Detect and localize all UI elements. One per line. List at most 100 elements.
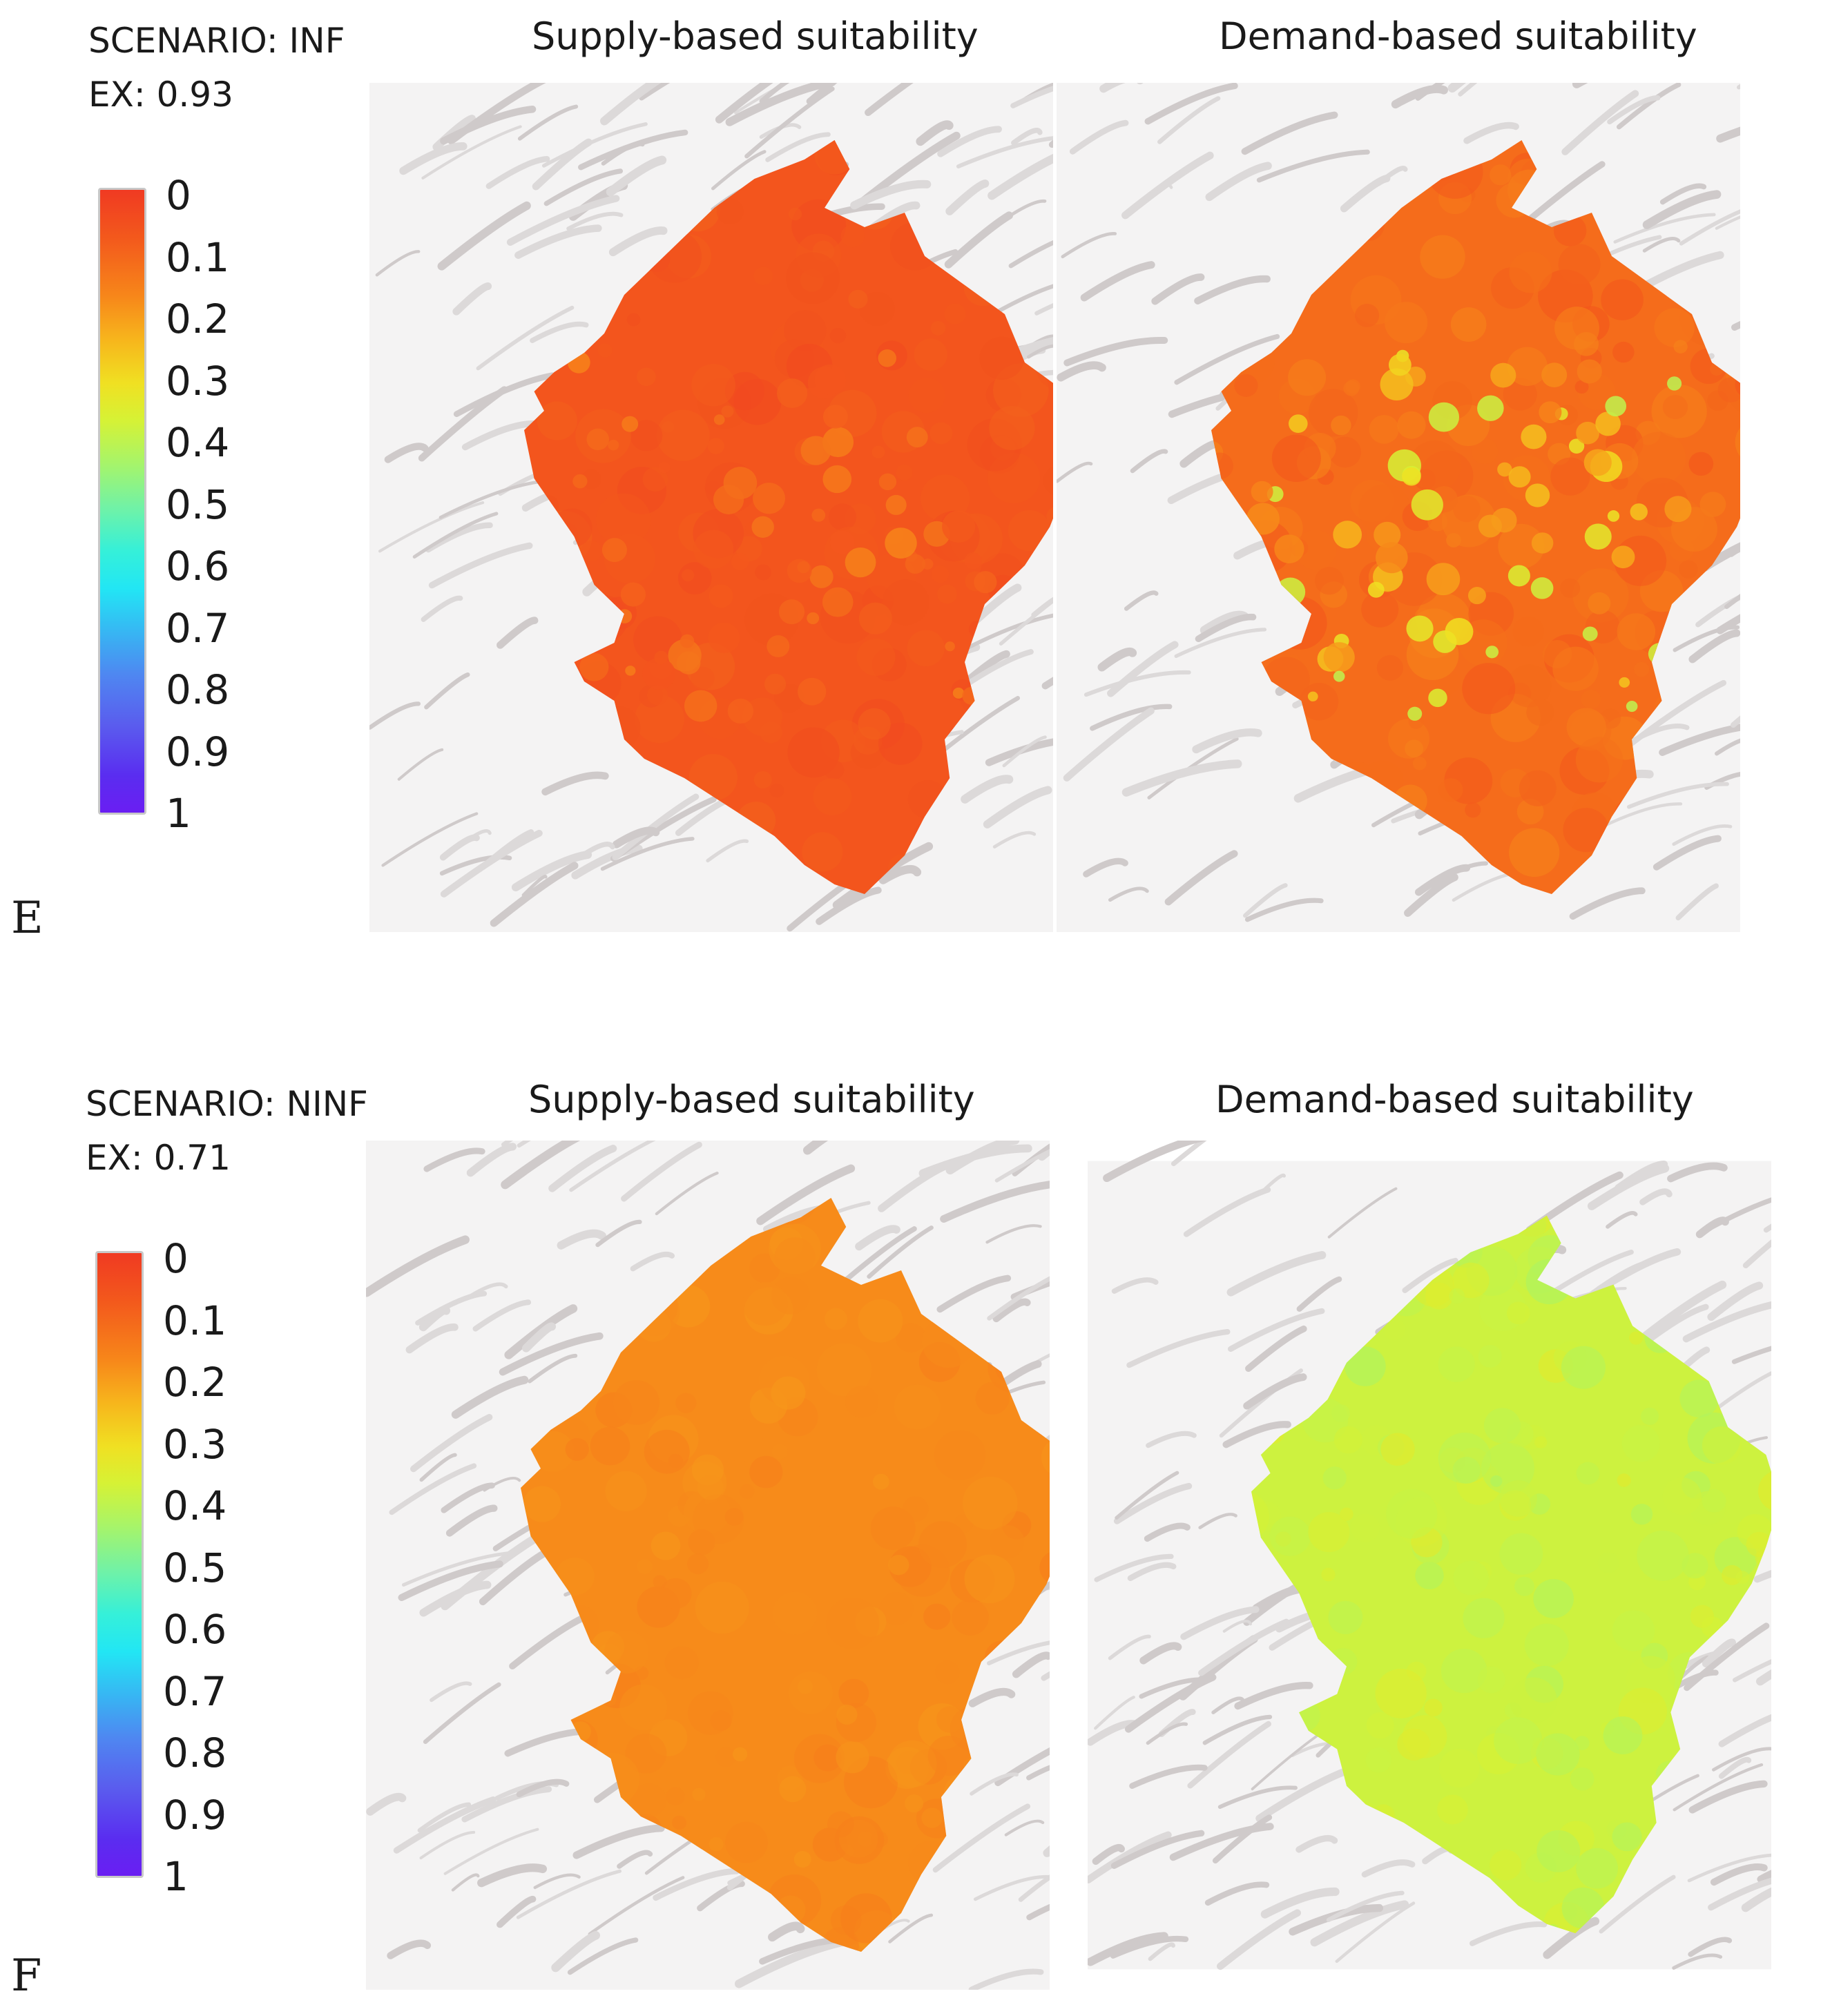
terrain-ridge <box>968 1687 1016 1707</box>
terrain-ridge <box>1063 707 1155 782</box>
suitability-hotspot <box>1584 523 1612 550</box>
suitability-patch <box>1494 1717 1543 1764</box>
suitability-patch <box>1450 307 1487 342</box>
suitability-patch <box>687 1553 709 1575</box>
terrain-ridge <box>1244 898 1324 922</box>
suitability-patch <box>930 320 946 336</box>
terrain-ridge <box>1241 111 1338 155</box>
suitability-patch <box>1490 1850 1522 1881</box>
suitability-patch <box>1679 1379 1719 1418</box>
terrain-ridge <box>423 1147 485 1172</box>
terrain-ridge <box>936 1274 1012 1313</box>
terrain-ridge <box>621 1141 702 1202</box>
terrain-ridge <box>1097 647 1137 672</box>
suitability-hotspot <box>1307 691 1318 701</box>
terrain-ridge <box>1716 126 1740 143</box>
suitability-hotspot <box>778 599 805 625</box>
terrain-ridge <box>765 132 831 162</box>
terrain-ridge <box>533 1873 581 1890</box>
map-demand <box>1088 1141 1806 1990</box>
suitability-patch <box>651 1531 681 1560</box>
suitability-hotspot <box>964 552 982 570</box>
terrain-ridge <box>528 1353 578 1384</box>
suitability-patch <box>1008 510 1051 552</box>
suitability-patch <box>921 1807 943 1828</box>
suitability-patch <box>697 1474 724 1500</box>
suitability-hotspot <box>1607 510 1620 522</box>
terrain-ridge <box>711 150 767 191</box>
suitability-patch <box>882 579 929 626</box>
terrain-ridge <box>418 1306 451 1332</box>
terrain-ridge <box>428 542 533 589</box>
terrain-ridge <box>1026 1765 1050 1781</box>
terrain-ridge <box>421 595 463 622</box>
suitability-patch <box>964 1554 1015 1604</box>
suitability-hotspot <box>1428 402 1460 432</box>
terrain-ridge <box>1107 641 1179 697</box>
suitability-patch <box>715 1747 737 1767</box>
terrain-ridge <box>1731 1346 1771 1364</box>
terrain-ridge <box>443 1828 539 1875</box>
terrain-ridge <box>1011 128 1043 146</box>
terrain-ridge <box>1260 1887 1340 1919</box>
terrain-ridge <box>612 826 660 849</box>
suitability-patch <box>879 1591 914 1625</box>
terrain-ridge <box>1613 213 1716 244</box>
terrain-ridge <box>1157 96 1221 144</box>
suitability-hotspot <box>753 483 785 514</box>
suitability-patch <box>1536 1733 1580 1776</box>
suitability-hotspot <box>1428 688 1447 708</box>
suitability-patch <box>1524 1623 1569 1667</box>
terrain-ridge <box>1212 1814 1273 1864</box>
suitability-hotspot <box>885 494 907 515</box>
terrain-ridge <box>572 1824 665 1859</box>
suitability-hotspot <box>974 571 997 594</box>
suitability-patch <box>1452 1262 1490 1299</box>
suitability-patch <box>1757 1470 1771 1512</box>
suitability-patch <box>1438 1346 1475 1382</box>
legend-tick-label: 0.9 <box>163 1791 227 1839</box>
suitability-patch <box>1288 359 1327 396</box>
terrain-ridge <box>595 1219 642 1248</box>
terrain-ridge <box>1194 275 1271 304</box>
terrain-ridge <box>878 864 922 884</box>
terrain-ridge <box>1090 704 1173 731</box>
suitability-patch <box>642 467 668 492</box>
terrain-ridge <box>1458 83 1478 97</box>
terrain-ridge <box>1110 1935 1189 1959</box>
terrain-ridge <box>1228 1308 1325 1353</box>
terrain-ridge <box>1144 1522 1191 1542</box>
suitability-hotspot <box>1595 411 1621 436</box>
suitability-hotspot <box>885 527 917 559</box>
suitability-patch <box>695 1581 749 1634</box>
suitability-hotspot <box>1626 701 1638 713</box>
map-canvas <box>1088 1141 1771 1970</box>
terrain-ridge <box>1335 1901 1416 1964</box>
terrain-ridge <box>1216 1909 1302 1970</box>
ex-value: EX: 0.71 <box>86 1138 231 1178</box>
terrain-ridge <box>983 786 1052 828</box>
suitability-patch <box>581 541 603 562</box>
suitability-patch <box>1498 523 1545 569</box>
map-canvas <box>369 83 1053 932</box>
terrain-ridge <box>1715 215 1740 230</box>
suitability-patch <box>1490 164 1512 186</box>
suitability-patch <box>1043 465 1053 496</box>
terrain-ridge <box>1129 1764 1208 1789</box>
terrain-ridge <box>569 1141 656 1192</box>
terrain-ridge <box>1679 209 1740 246</box>
suitability-patch <box>858 1299 903 1343</box>
terrain-ridge <box>419 1830 476 1860</box>
suitability-patch <box>824 1308 847 1330</box>
suitability-hotspot <box>721 405 734 418</box>
terrain-ridge <box>1008 240 1053 269</box>
terrain-ridge <box>1659 183 1707 205</box>
terrain-ridge <box>744 86 835 159</box>
suitability-patch <box>1383 1319 1406 1340</box>
terrain-ridge <box>600 837 695 871</box>
terrain-ridge <box>424 672 470 710</box>
terrain-ridge <box>1217 1785 1298 1810</box>
suitability-patch <box>838 1678 869 1709</box>
suitability-patch <box>834 1816 885 1864</box>
suitability-patch <box>1554 307 1599 350</box>
